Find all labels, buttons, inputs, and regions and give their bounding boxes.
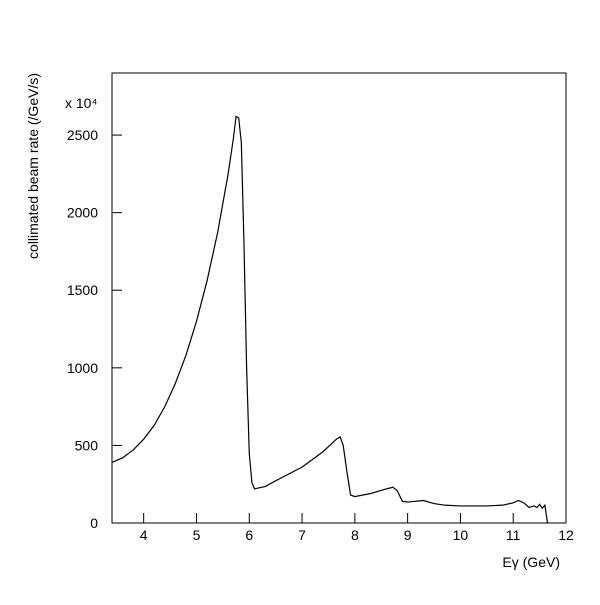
x-axis-label: Eγ (GeV) <box>502 554 560 570</box>
x-tick-label: 6 <box>245 527 253 543</box>
y-tick-label: 2500 <box>67 127 98 143</box>
x-tick-label: 9 <box>404 527 412 543</box>
x-tick-label: 11 <box>506 527 521 543</box>
multiplier-label: x 10⁴ <box>65 95 97 111</box>
x-tick-label: 10 <box>453 527 469 543</box>
y-axis-label: collimated beam rate (/GeV/s) <box>25 73 41 259</box>
x-tick-label: 4 <box>140 527 148 543</box>
y-tick-label: 1500 <box>67 282 98 298</box>
x-tick-label: 5 <box>193 527 201 543</box>
data-line <box>111 115 549 524</box>
y-tick-label: 2000 <box>67 205 98 221</box>
y-tick-label: 500 <box>75 437 99 453</box>
x-tick-label: 8 <box>351 527 359 543</box>
x-tick-label: 7 <box>298 527 306 543</box>
y-tick-label: 1000 <box>67 360 98 376</box>
plot-frame <box>111 72 567 524</box>
y-tick-label: 0 <box>90 515 98 531</box>
x-tick-label: 12 <box>558 527 574 543</box>
